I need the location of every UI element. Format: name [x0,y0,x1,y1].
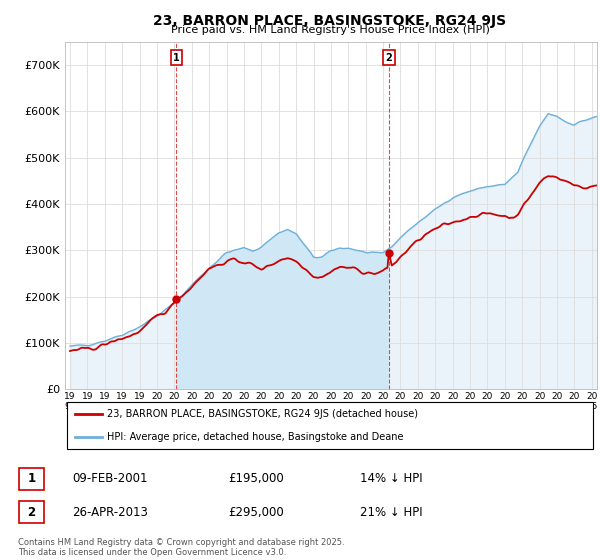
Text: 2: 2 [385,53,392,63]
Text: 14% ↓ HPI: 14% ↓ HPI [360,472,422,486]
Text: £195,000: £195,000 [228,472,284,486]
FancyBboxPatch shape [67,403,593,449]
Text: Contains HM Land Registry data © Crown copyright and database right 2025.
This d: Contains HM Land Registry data © Crown c… [18,538,344,557]
Text: 23, BARRON PLACE, BASINGSTOKE, RG24 9JS: 23, BARRON PLACE, BASINGSTOKE, RG24 9JS [154,14,506,28]
FancyBboxPatch shape [19,501,44,524]
Text: 1: 1 [28,472,35,486]
Text: 2: 2 [28,506,35,519]
FancyBboxPatch shape [19,468,44,490]
Text: Price paid vs. HM Land Registry's House Price Index (HPI): Price paid vs. HM Land Registry's House … [170,25,490,35]
Text: £295,000: £295,000 [228,506,284,519]
Text: 23, BARRON PLACE, BASINGSTOKE, RG24 9JS (detached house): 23, BARRON PLACE, BASINGSTOKE, RG24 9JS … [107,409,418,419]
Text: 26-APR-2013: 26-APR-2013 [72,506,148,519]
Text: HPI: Average price, detached house, Basingstoke and Deane: HPI: Average price, detached house, Basi… [107,432,404,442]
Text: 09-FEB-2001: 09-FEB-2001 [72,472,148,486]
Text: 1: 1 [173,53,180,63]
Text: 21% ↓ HPI: 21% ↓ HPI [360,506,422,519]
